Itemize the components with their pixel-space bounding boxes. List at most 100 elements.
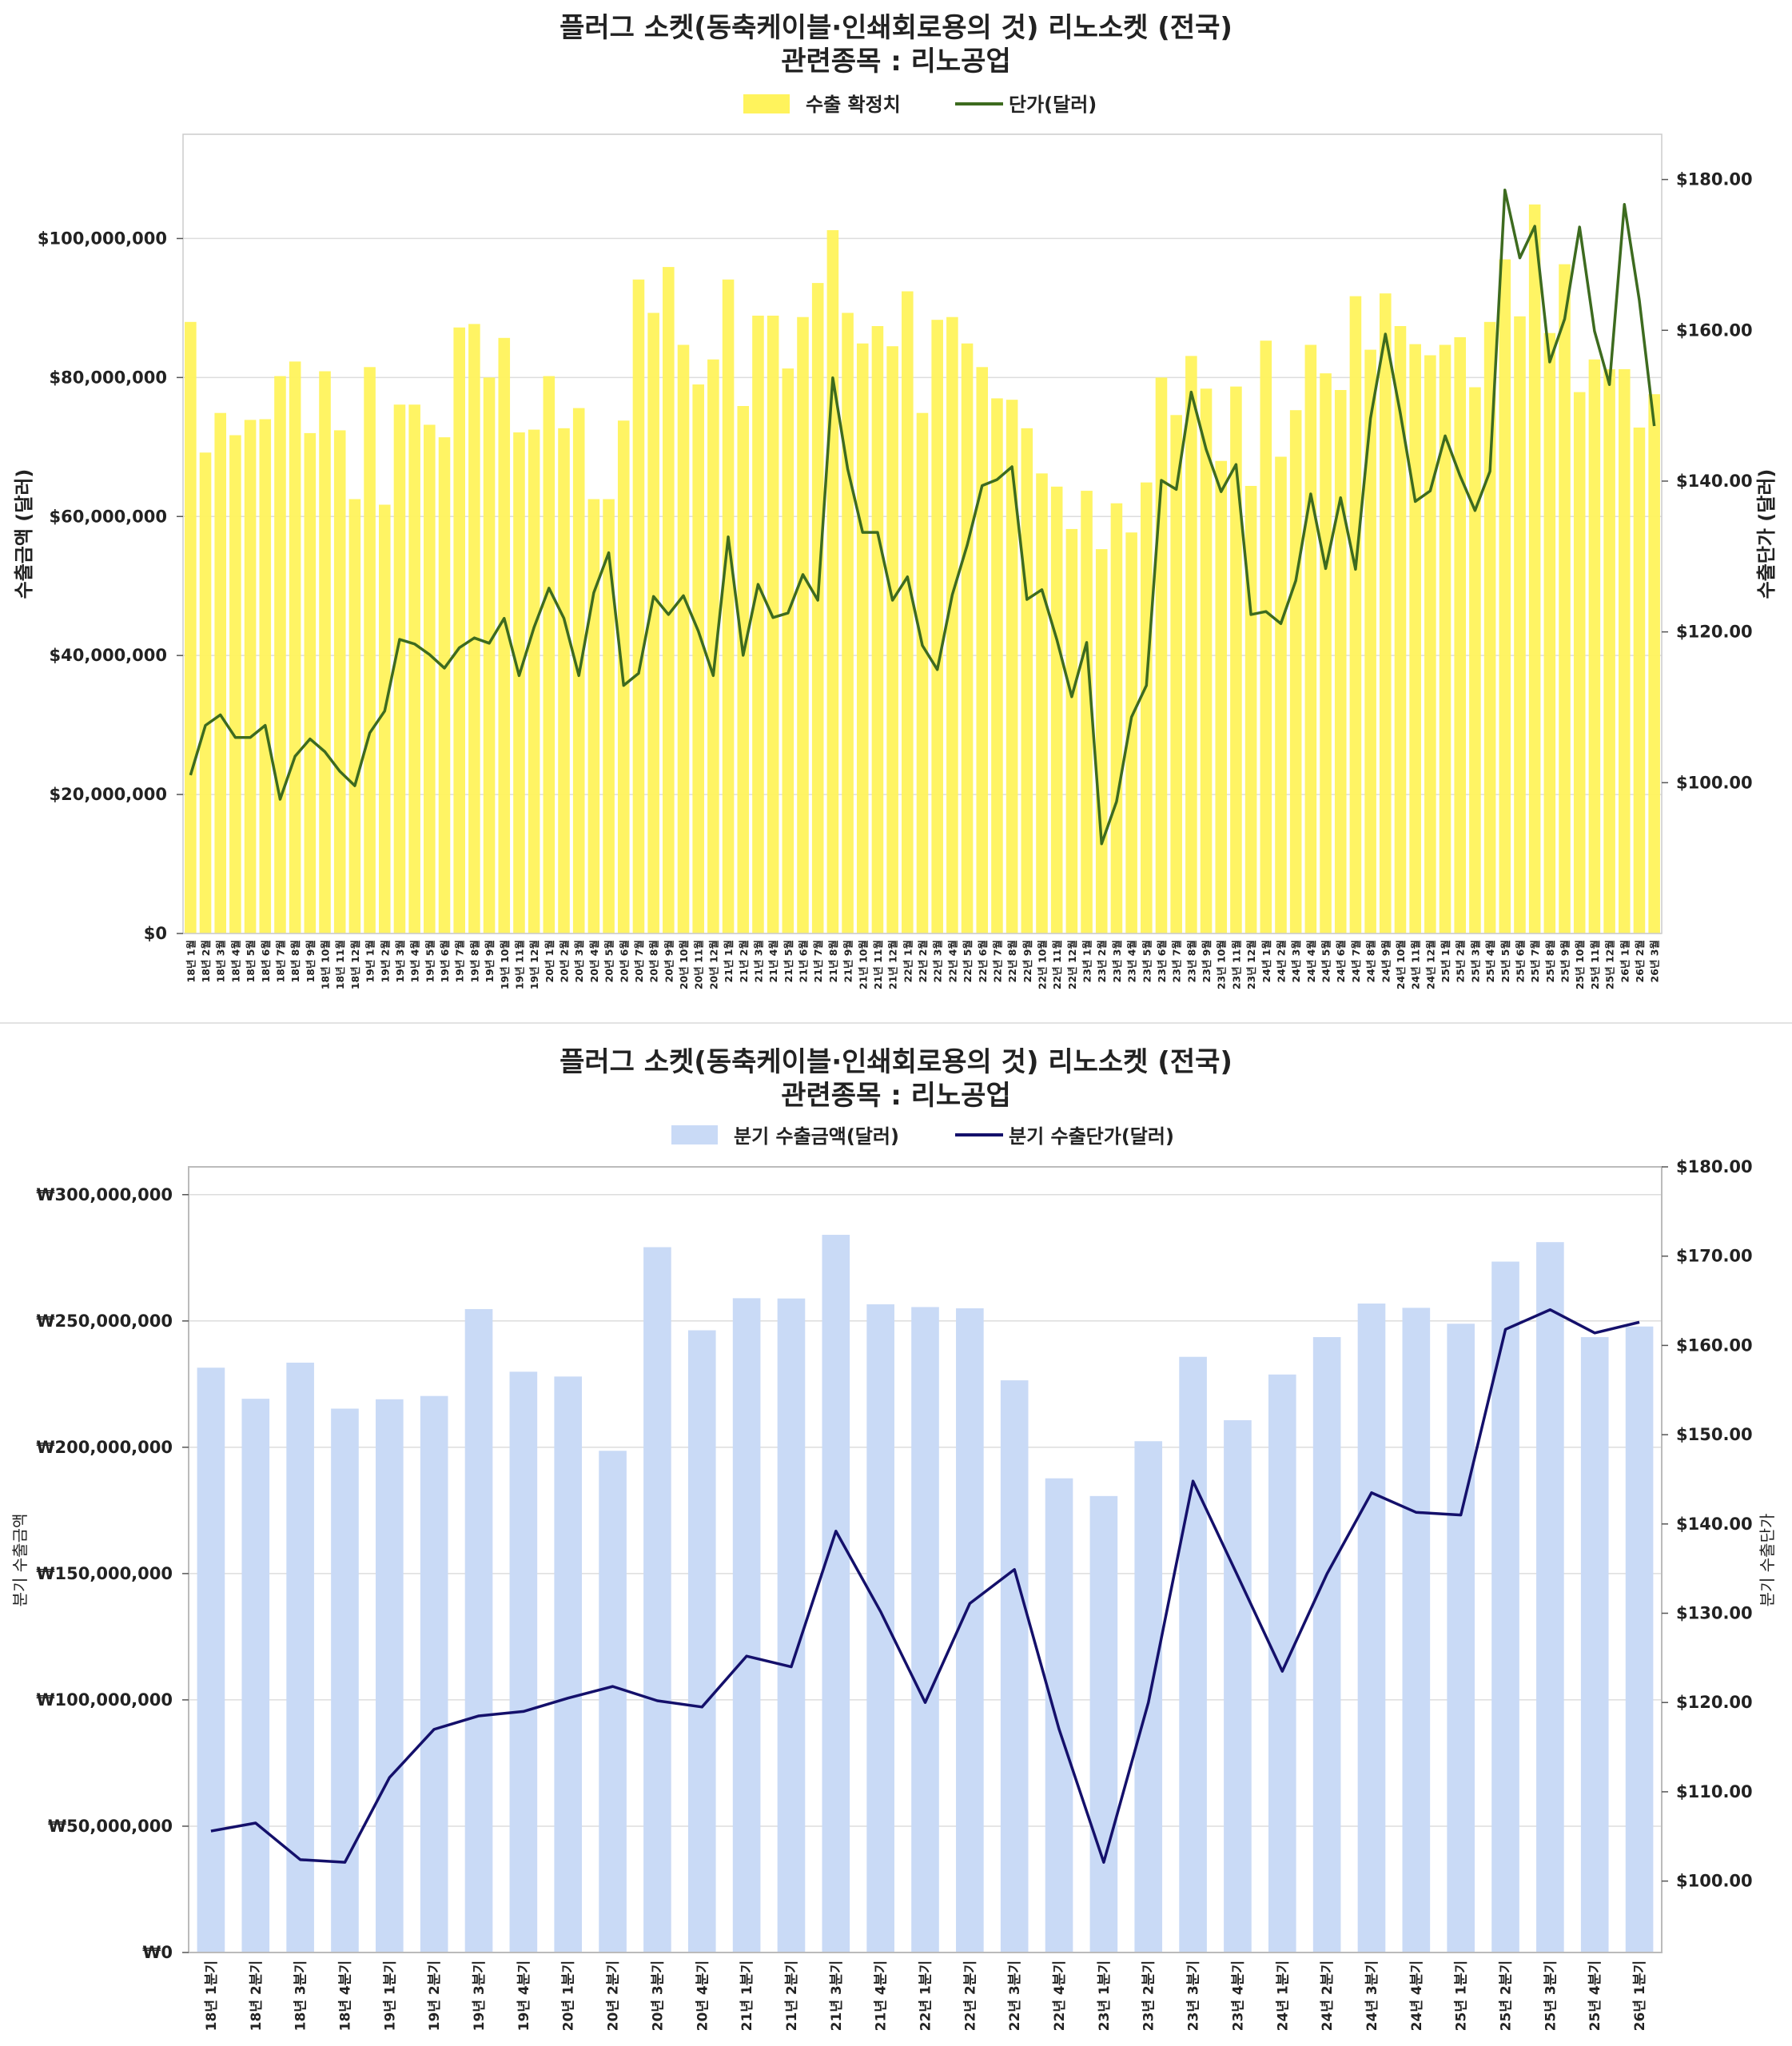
- x-tick-label: 23년 4분기: [1230, 1960, 1246, 2031]
- chart2-bars: [197, 1235, 1654, 1952]
- bar: [199, 452, 212, 933]
- bar: [1125, 532, 1137, 933]
- chart2-x-ticks: 18년 1분기 18년 2분기 18년 3분기 18년 4분기 19년 1분기 19년 2…: [204, 1960, 1648, 2031]
- chart2-line: [210, 1308, 1640, 1864]
- x-tick-label: 22년 12월: [1066, 940, 1078, 989]
- bar: [842, 312, 854, 933]
- bar: [1349, 296, 1362, 933]
- x-tick-label: 21년 5월: [783, 940, 794, 982]
- chart2-subtitle: 관련종목 : 리노공업: [781, 1080, 1011, 1112]
- x-tick-label: 18년 11월: [334, 940, 346, 989]
- bar: [1364, 349, 1376, 934]
- bar: [886, 346, 898, 933]
- x-tick-label: 22년 5월: [962, 940, 974, 982]
- x-tick-label: 22년 3월: [932, 940, 944, 982]
- x-tick-label: 18년 10월: [320, 940, 332, 989]
- bar: [214, 412, 227, 933]
- bar: [1224, 1420, 1252, 1952]
- x-tick-label: 18년 5월: [245, 940, 257, 982]
- x-tick-label: 18년 4월: [229, 940, 241, 982]
- x-tick-label: 20년 3분기: [650, 1960, 666, 2031]
- x-tick-label: 25년 12월: [1604, 940, 1616, 989]
- x-tick-label: 25년 4월: [1484, 940, 1496, 982]
- bar: [663, 267, 675, 934]
- bar: [752, 315, 764, 933]
- bar: [1045, 1478, 1073, 1952]
- x-tick-label: 22년 8월: [1006, 940, 1018, 982]
- bar: [1065, 528, 1078, 933]
- x-tick-label: 23년 8월: [1185, 940, 1197, 982]
- bar: [707, 359, 719, 933]
- bar: [364, 367, 376, 934]
- bar: [509, 1371, 538, 1952]
- x-tick-label: 26년 3월: [1649, 940, 1661, 982]
- x-tick-label: 21년 9월: [842, 940, 854, 982]
- legend-line-label: 분기 수출단가(달러): [1009, 1125, 1174, 1148]
- bar: [732, 1298, 761, 1952]
- bar: [438, 437, 451, 933]
- x-tick-label: 24년 3월: [1290, 940, 1302, 982]
- price-line: [210, 1308, 1640, 1864]
- x-tick-label: 19년 5월: [424, 940, 436, 982]
- bar: [1491, 1261, 1519, 1952]
- x-tick-label: 22년 10월: [1036, 940, 1048, 989]
- bar: [1543, 332, 1556, 933]
- bar: [1230, 386, 1242, 933]
- bar: [976, 367, 989, 934]
- chart1-y2-label: 수출단가 (달러): [1755, 469, 1778, 599]
- x-tick-label: 21년 3월: [752, 940, 764, 982]
- bar: [1454, 336, 1467, 933]
- x-tick-label: 26년 2월: [1634, 940, 1646, 982]
- chart1-title: 플러그 소켓(동축케이블·인쇄회로용의 것) 리노소켓 (전국): [560, 12, 1232, 44]
- x-tick-label: 25년 3월: [1469, 940, 1481, 982]
- x-tick-label: 20년 11월: [693, 940, 705, 989]
- x-tick-label: 18년 9월: [305, 940, 317, 982]
- bar: [1528, 204, 1541, 934]
- x-tick-label: 21년 12월: [887, 940, 899, 989]
- x-tick-label: 24년 2분기: [1320, 1960, 1336, 2031]
- bar: [528, 429, 540, 933]
- x-tick-label: 19년 6월: [439, 940, 451, 982]
- bar: [1170, 415, 1182, 933]
- bar: [543, 376, 556, 933]
- x-tick-label: 22년 2분기: [962, 1960, 978, 2031]
- x-tick-label: 21년 4월: [767, 940, 779, 982]
- x-tick-label: 25년 10월: [1574, 940, 1586, 989]
- chart2-y2-ticks: $100.00 $110.00 $120.00 $130.00 $140.00 $150.…: [1662, 1157, 1753, 1891]
- x-tick-label: 19년 8월: [468, 940, 480, 982]
- y-tick-label: ₩200,000,000: [36, 1438, 173, 1457]
- x-tick-label: 24년 2월: [1275, 940, 1287, 982]
- bar: [603, 499, 615, 933]
- bar: [331, 1408, 359, 1952]
- monthly-chart: 플러그 소켓(동축케이블·인쇄회로용의 것) 리노소켓 (전국) 관련종목 : …: [13, 12, 1778, 989]
- bar: [1000, 1380, 1029, 1952]
- x-tick-label: 23년 12월: [1245, 940, 1257, 989]
- x-tick-label: 19년 1월: [364, 940, 376, 982]
- bar: [513, 432, 525, 933]
- chart1-subtitle: 관련종목 : 리노공업: [781, 46, 1011, 78]
- bar: [1618, 368, 1631, 933]
- x-tick-label: 23년 3월: [1111, 940, 1123, 982]
- x-tick-label: 23년 2분기: [1141, 1960, 1157, 2031]
- bar: [348, 499, 361, 933]
- bar: [1320, 373, 1332, 933]
- y-tick-label: ₩0: [142, 1943, 173, 1962]
- bar: [468, 324, 480, 933]
- bar: [1200, 388, 1213, 933]
- bar: [956, 1308, 984, 1952]
- x-tick-label: 25년 4분기: [1587, 1960, 1603, 2031]
- chart2-title: 플러그 소켓(동축케이블·인쇄회로용의 것) 리노소켓 (전국): [560, 1046, 1232, 1078]
- x-tick-label: 19년 12월: [528, 940, 540, 989]
- x-tick-label: 21년 10월: [857, 940, 869, 989]
- y2-tick-label: $140.00: [1676, 1515, 1753, 1534]
- x-tick-label: 22년 4월: [946, 940, 958, 982]
- chart1-frame: [182, 133, 1663, 934]
- bar: [632, 279, 645, 933]
- x-tick-label: 24년 9월: [1380, 940, 1392, 982]
- bar: [811, 283, 824, 934]
- x-tick-label: 19년 2분기: [427, 1960, 443, 2031]
- x-tick-label: 26년 1월: [1619, 940, 1631, 982]
- bar: [643, 1247, 671, 1952]
- x-tick-label: 20년 1분기: [561, 1960, 577, 2031]
